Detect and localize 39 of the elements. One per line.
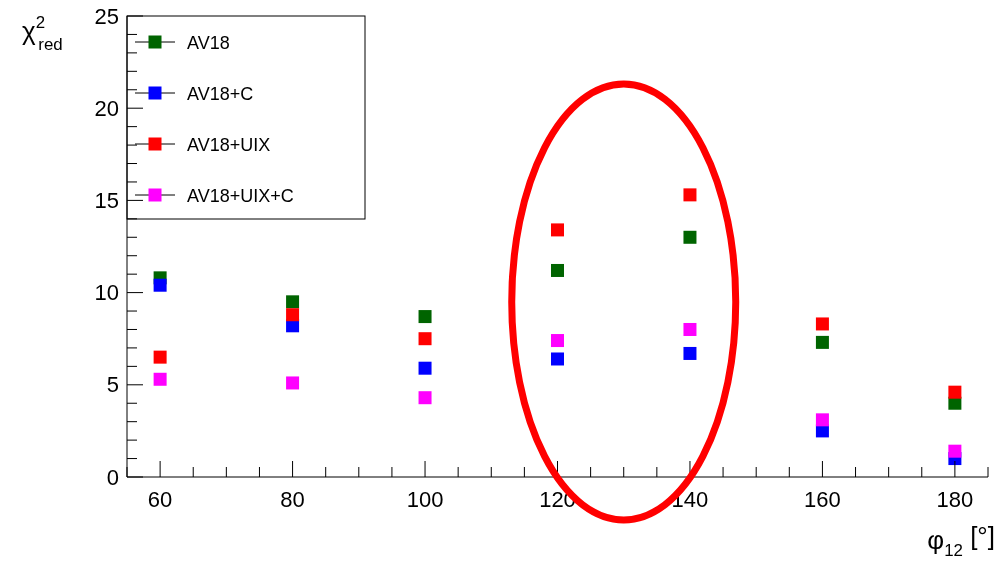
y-tick-label: 25 <box>94 3 119 29</box>
x-axis-title: φ$_{12}$ [°] <box>927 521 995 560</box>
point <box>418 391 432 405</box>
point <box>683 346 697 360</box>
y-tick-label: 20 <box>94 95 119 121</box>
point <box>551 223 564 237</box>
point <box>418 361 432 375</box>
point <box>815 335 829 349</box>
point <box>153 278 167 292</box>
x-tick-label: 160 <box>804 487 841 512</box>
point <box>815 317 829 331</box>
point <box>551 334 564 348</box>
point <box>153 350 167 364</box>
point <box>551 352 564 366</box>
point <box>286 376 300 390</box>
point <box>815 413 829 427</box>
legend-label: AV18+UIX+C <box>187 186 294 206</box>
legend-label: AV18+UIX <box>187 135 271 155</box>
point <box>683 322 697 336</box>
x-tick-label: 100 <box>406 487 444 512</box>
point <box>418 332 432 346</box>
legend-label: AV18 <box>187 33 230 53</box>
point <box>418 310 432 324</box>
point <box>948 385 962 399</box>
x-tick-label: 80 <box>280 487 305 512</box>
x-tick-label: 60 <box>147 487 173 512</box>
x-tick-label: 180 <box>936 487 974 512</box>
y-tick-label: 5 <box>106 372 119 398</box>
point <box>551 263 564 277</box>
point <box>286 308 300 322</box>
point <box>683 188 697 202</box>
point <box>286 295 300 309</box>
legend-label: AV18+C <box>187 84 254 104</box>
point <box>948 444 962 458</box>
y-tick-label: 15 <box>94 187 119 213</box>
point <box>683 230 697 244</box>
y-tick-label: 10 <box>94 280 119 306</box>
point <box>153 372 167 386</box>
y-tick-label: 0 <box>106 464 119 490</box>
